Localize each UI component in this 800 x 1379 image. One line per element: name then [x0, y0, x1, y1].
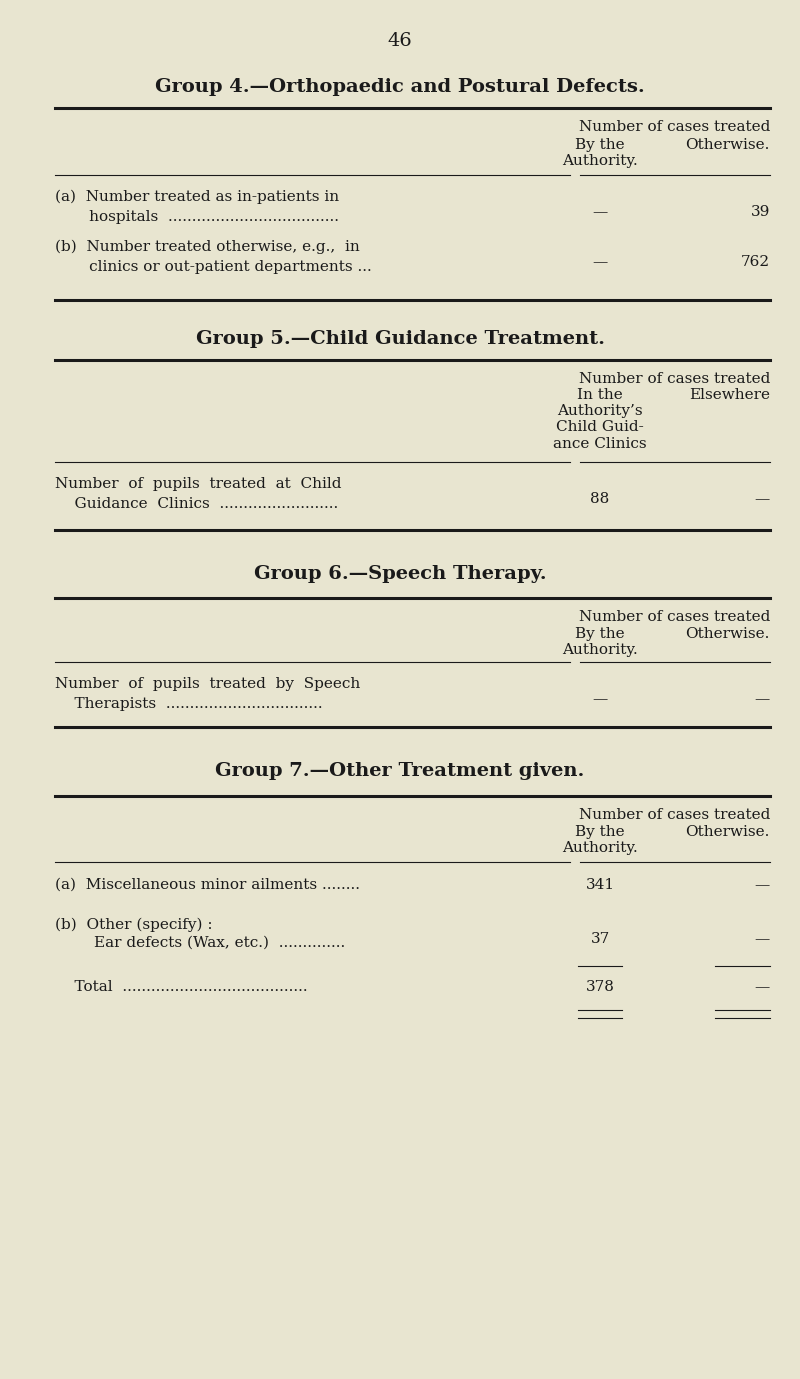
- Text: 39: 39: [750, 205, 770, 219]
- Text: Number  of  pupils  treated  by  Speech: Number of pupils treated by Speech: [55, 677, 360, 691]
- Text: 46: 46: [388, 32, 412, 50]
- Text: By the
Authority.: By the Authority.: [562, 825, 638, 855]
- Text: Number of cases treated: Number of cases treated: [578, 120, 770, 134]
- Text: 341: 341: [586, 878, 614, 892]
- Text: (a)  Number treated as in-patients in: (a) Number treated as in-patients in: [55, 190, 339, 204]
- Text: Number  of  pupils  treated  at  Child: Number of pupils treated at Child: [55, 477, 342, 491]
- Text: Otherwise.: Otherwise.: [686, 825, 770, 838]
- Text: —: —: [592, 255, 608, 269]
- Text: Ear defects (Wax, etc.)  ..............: Ear defects (Wax, etc.) ..............: [55, 936, 346, 950]
- Text: Total  .......................................: Total ..................................…: [55, 980, 308, 994]
- Text: 88: 88: [590, 492, 610, 506]
- Text: Elsewhere: Elsewhere: [689, 387, 770, 403]
- Text: In the
Authority’s
Child Guid-
ance Clinics: In the Authority’s Child Guid- ance Clin…: [553, 387, 647, 451]
- Text: hospitals  ....................................: hospitals ..............................…: [55, 210, 339, 223]
- Text: 762: 762: [741, 255, 770, 269]
- Text: —: —: [754, 692, 770, 706]
- Text: Number of cases treated: Number of cases treated: [578, 372, 770, 386]
- Text: Group 6.—Speech Therapy.: Group 6.—Speech Therapy.: [254, 565, 546, 583]
- Text: Number of cases treated: Number of cases treated: [578, 610, 770, 625]
- Text: (b)  Number treated otherwise, e.g.,  in: (b) Number treated otherwise, e.g., in: [55, 240, 360, 254]
- Text: 37: 37: [590, 932, 610, 946]
- Text: —: —: [754, 932, 770, 946]
- Text: Group 5.—Child Guidance Treatment.: Group 5.—Child Guidance Treatment.: [195, 330, 605, 348]
- Text: Therapists  .................................: Therapists .............................…: [55, 696, 322, 712]
- Text: —: —: [754, 980, 770, 994]
- Text: Group 4.—Orthopaedic and Postural Defects.: Group 4.—Orthopaedic and Postural Defect…: [155, 79, 645, 97]
- Text: —: —: [592, 205, 608, 219]
- Text: clinics or out-patient departments ...: clinics or out-patient departments ...: [55, 261, 372, 274]
- Text: Guidance  Clinics  .........................: Guidance Clinics .......................…: [55, 496, 338, 512]
- Text: (a)  Miscellaneous minor ailments ........: (a) Miscellaneous minor ailments .......…: [55, 878, 360, 892]
- Text: By the
Authority.: By the Authority.: [562, 138, 638, 168]
- Text: Otherwise.: Otherwise.: [686, 627, 770, 641]
- Text: Otherwise.: Otherwise.: [686, 138, 770, 152]
- Text: 378: 378: [586, 980, 614, 994]
- Text: By the
Authority.: By the Authority.: [562, 627, 638, 658]
- Text: (b)  Other (specify) :: (b) Other (specify) :: [55, 918, 213, 932]
- Text: Group 7.—Other Treatment given.: Group 7.—Other Treatment given.: [215, 763, 585, 781]
- Text: —: —: [592, 692, 608, 706]
- Text: —: —: [754, 492, 770, 506]
- Text: Number of cases treated: Number of cases treated: [578, 808, 770, 822]
- Text: —: —: [754, 878, 770, 892]
